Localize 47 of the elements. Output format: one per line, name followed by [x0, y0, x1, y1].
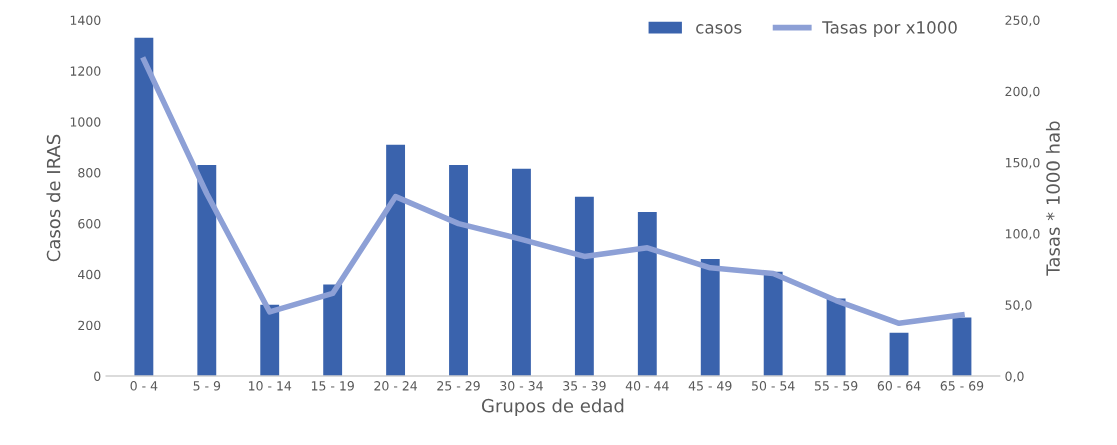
bar: [574, 196, 594, 377]
y-tick-label: 1400: [70, 15, 101, 25]
y-tick-label: 600: [78, 218, 101, 229]
y2-tick-label: 150,0: [1005, 157, 1040, 169]
y-tick-label: 800: [78, 168, 101, 178]
x-tick-label: 45 - 49: [688, 381, 732, 391]
legend-label: Tasas por x1000: [822, 21, 957, 37]
y-tick-label: 1000: [70, 117, 101, 127]
x-tick-label: 5 - 9: [193, 381, 221, 391]
bar: [952, 317, 972, 377]
x-axis-title: Grupos de edad: [481, 398, 624, 417]
x-tick-label: 0 - 4: [130, 381, 158, 391]
bar: [134, 37, 154, 377]
y-tick-label: 400: [78, 269, 101, 280]
y2-tick-label: 0,0: [1005, 371, 1024, 383]
x-tick-label: 40 - 44: [625, 381, 669, 391]
y2-tick-label: 50,0: [1005, 300, 1032, 312]
y-axis-title: Casos de IRAS: [46, 134, 61, 262]
x-tick-label: 25 - 29: [437, 381, 480, 391]
y-tick-label: 0: [94, 371, 101, 381]
bar: [826, 298, 846, 377]
bar: [512, 168, 531, 377]
bar: [700, 259, 720, 377]
x-tick-label: 35 - 39: [563, 381, 606, 391]
y2-tick-label: 200,0: [1005, 86, 1040, 98]
x-tick-label: 20 - 24: [374, 381, 418, 391]
bar: [386, 144, 406, 377]
x-tick-label: 65 - 69: [940, 381, 984, 391]
legend-label: casos: [696, 24, 742, 34]
bar: [323, 284, 343, 377]
y2-tick-label: 100,0: [1005, 229, 1040, 240]
y2-tick-label: 250,0: [1005, 15, 1040, 27]
x-tick-label: 60 - 64: [877, 381, 921, 391]
y-tick-label: 1200: [70, 66, 101, 76]
y-tick-label: 200: [78, 320, 101, 331]
x-tick-label: 10 - 14: [248, 381, 292, 391]
bar: [763, 271, 783, 377]
bar: [260, 304, 280, 377]
y2-axis-title: Tasas * 1000 hab: [1045, 121, 1060, 276]
x-tick-label: 30 - 34: [500, 381, 543, 391]
bar: [889, 332, 909, 377]
x-tick-label: 50 - 54: [752, 381, 795, 391]
bar: [449, 164, 468, 377]
x-tick-label: 15 - 19: [311, 381, 354, 391]
bar: [637, 212, 657, 377]
x-tick-label: 55 - 59: [814, 381, 858, 391]
bar: [197, 164, 217, 377]
